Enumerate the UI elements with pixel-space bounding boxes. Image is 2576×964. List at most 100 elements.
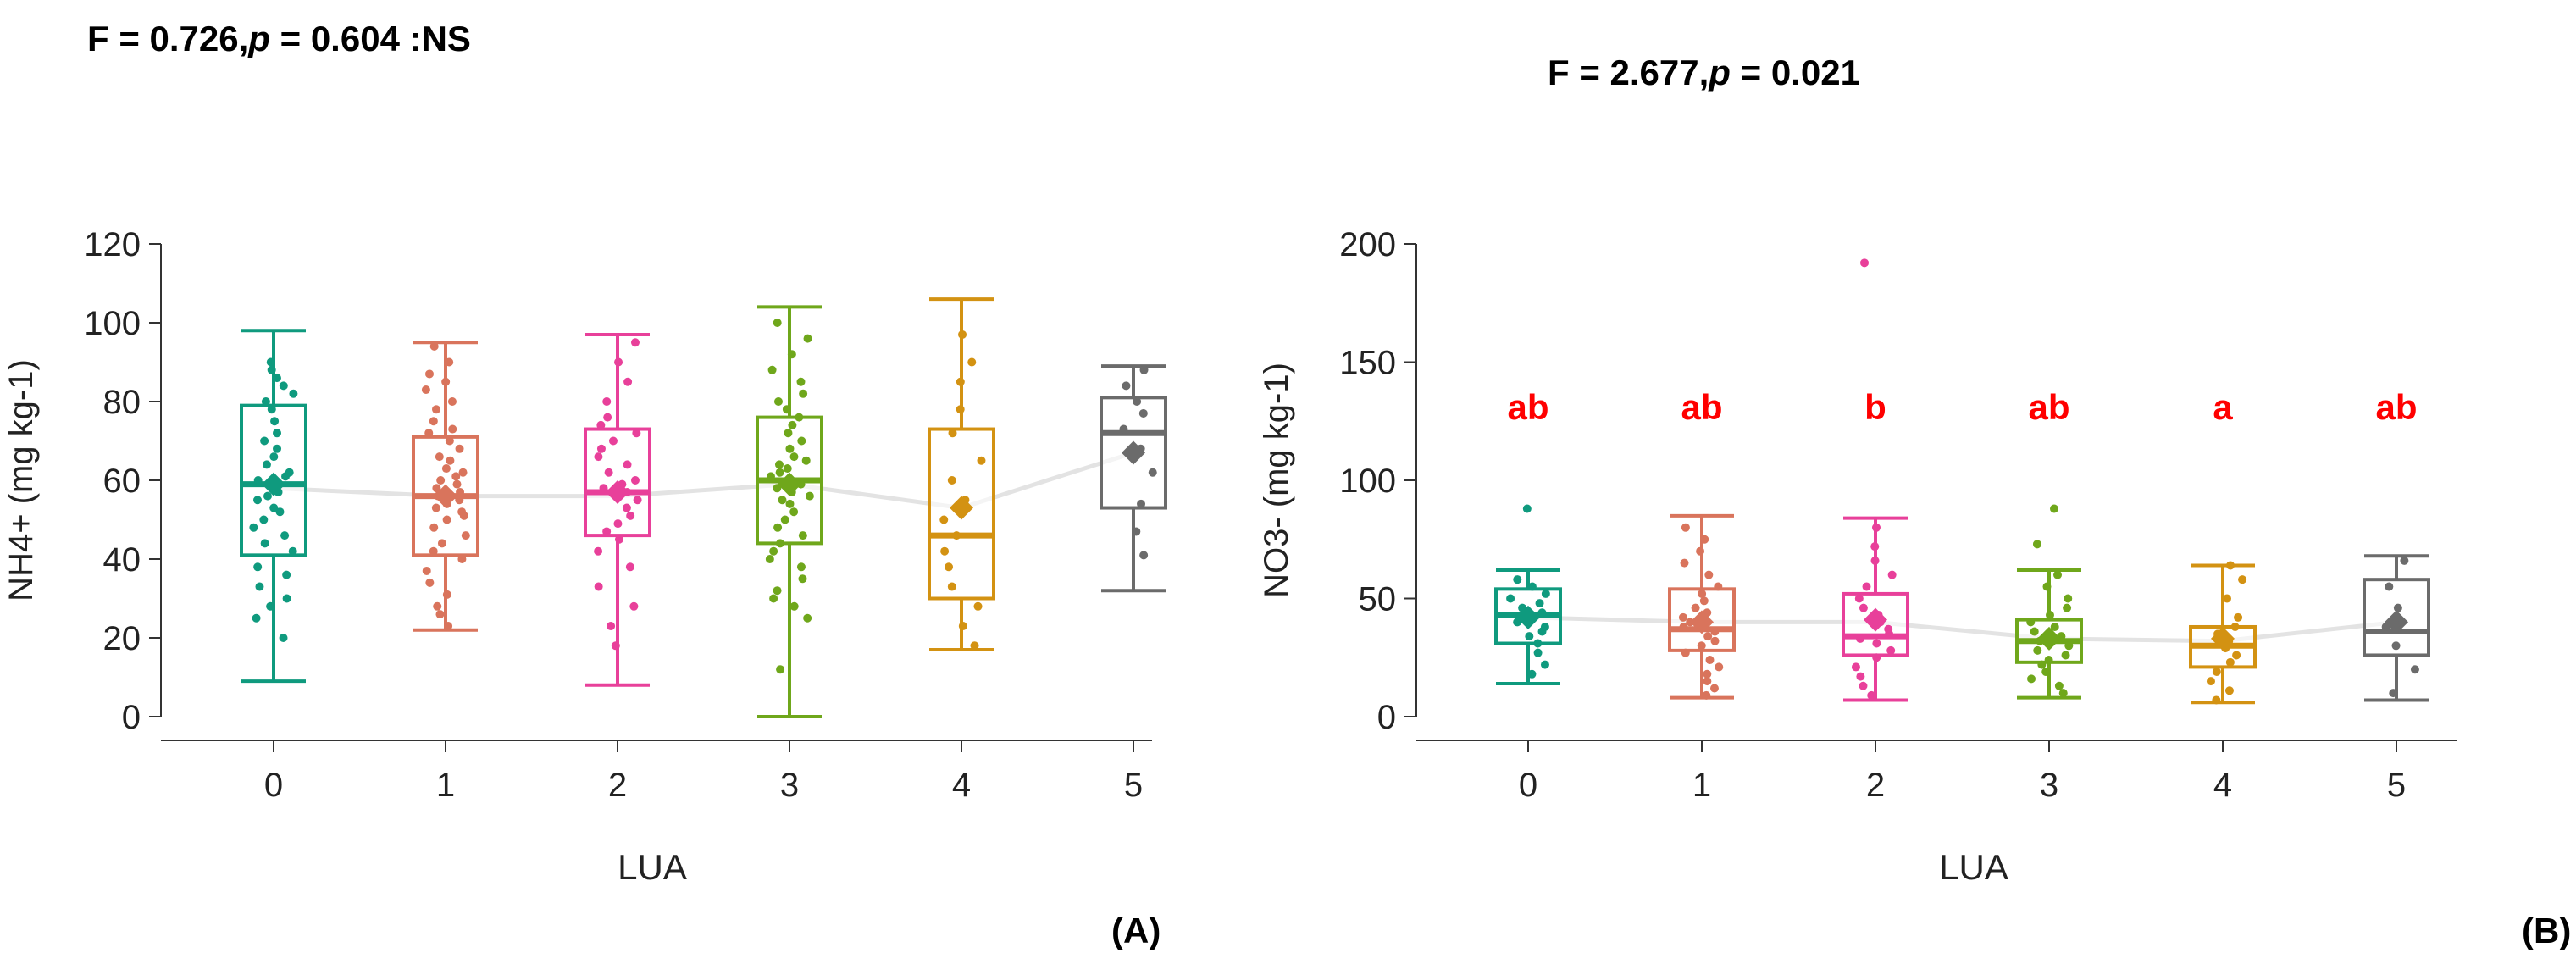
panel-a-data-point: [602, 527, 612, 536]
panel-b-data-point: [2054, 681, 2064, 690]
panel-b-x-tick-label: 5: [2387, 767, 2406, 804]
panel-b-mean-marker: [1516, 605, 1540, 629]
panel-a-mean-line: [273, 451, 1134, 511]
panel-a-mean-marker: [950, 496, 973, 520]
panel-a-data-point: [272, 374, 281, 383]
panel-a-data-point: [632, 429, 641, 438]
panel-a-data-point: [625, 562, 634, 572]
panel-a-data-point: [445, 436, 454, 446]
panel-a-data-point: [956, 377, 965, 386]
panel-b-y-tick-label: 150: [1339, 345, 1396, 382]
panel-a-data-point: [289, 389, 298, 398]
panel-a-data-point: [977, 456, 986, 465]
panel-b-data-point: [1862, 582, 1871, 591]
panel-b-data-point: [1703, 677, 1712, 686]
panel-a-data-point: [262, 460, 271, 469]
panel-a-x-tick-label: 3: [780, 767, 799, 804]
panel-a-data-point: [249, 523, 258, 532]
panel-a-box-group-5: [1100, 364, 1167, 593]
panel-b-data-point: [2026, 618, 2036, 627]
panel-a-y-tick-label: 20: [103, 620, 141, 657]
panel-b-data-point: [2053, 570, 2063, 579]
panel-b-data-point: [2050, 622, 2059, 631]
panel-a-data-point: [773, 397, 783, 406]
panel-a-data-point: [956, 405, 965, 414]
panel-b-data-point: [1691, 603, 1700, 612]
panel-a-data-point: [263, 491, 272, 501]
panel-a-data-point: [594, 546, 603, 556]
panel-b-data-point: [1697, 641, 1706, 651]
panel-b-data-point: [1535, 599, 1544, 608]
panel-a-data-point: [273, 429, 282, 438]
panel-b-box-group-3: [2015, 504, 2083, 700]
panel-a-data-point: [773, 523, 783, 532]
panel-a-x-tick-label: 1: [436, 767, 455, 804]
panel-a-box-group-4: [928, 297, 995, 651]
panel-a-data-point: [773, 586, 782, 596]
panel-a-data-point: [1148, 468, 1157, 477]
panel-b-mean-marker: [2211, 626, 2235, 651]
panel-a-data-point: [769, 594, 778, 603]
panel-b-data-point: [1703, 632, 1713, 641]
panel-a-data-point: [789, 452, 799, 462]
panel-b-data-point: [1710, 636, 1720, 645]
panel-b-y-tick-label: 200: [1339, 226, 1396, 263]
panel-a-data-point: [799, 389, 808, 398]
panel-b-data-point: [2030, 627, 2039, 636]
panel-a-data-point: [769, 546, 778, 556]
panel-b-data-point: [2389, 689, 2398, 698]
panel-a-data-point: [282, 594, 291, 603]
panel-a-data-point: [270, 417, 280, 426]
panel-a-data-point: [442, 515, 451, 524]
panel-b-box-group-4: [2189, 561, 2257, 705]
panel-b-data-point: [1540, 660, 1549, 669]
panel-b-data-point: [2063, 603, 2072, 612]
panel-a-data-point: [461, 531, 470, 540]
panel-b-data-point: [1859, 603, 1868, 612]
panel-a-data-point: [608, 436, 618, 446]
panel-a-data-point: [447, 397, 457, 406]
panel-a-data-point: [260, 436, 269, 446]
panel-a-data-point: [596, 444, 606, 453]
panel-a-data-point: [629, 601, 639, 611]
panel-a-data-point: [594, 452, 603, 462]
panel-a-data-point: [259, 515, 269, 524]
panel-b-data-point: [1871, 523, 1881, 532]
panel-a-data-point: [285, 468, 294, 477]
panel-b-significance-letter: ab: [2375, 387, 2417, 427]
panel-b-data-point: [1714, 582, 1723, 591]
panel-b-data-point: [1702, 690, 1711, 700]
panel-a-y-tick-label: 80: [103, 384, 141, 421]
panel-a-data-point: [269, 452, 279, 462]
panel-a-data-point: [253, 476, 263, 485]
panel-b-data-point: [2064, 641, 2074, 651]
panel-a-data-point: [596, 420, 606, 429]
panel-a-data-point: [288, 546, 297, 556]
panel-a-data-point: [441, 377, 451, 386]
panel-a-x-tick-label: 2: [608, 767, 627, 804]
panel-a-data-point: [602, 397, 612, 406]
panel-b-data-point: [2064, 594, 2073, 603]
panel-b-significance-letter: a: [2213, 387, 2233, 427]
panel-a-data-point: [803, 334, 812, 343]
panel-b-significance-letter: b: [1864, 387, 1886, 427]
panel-b-x-tick-label: 0: [1519, 767, 1537, 804]
panel-a-data-point: [282, 570, 291, 579]
panel-b-data-point: [2226, 561, 2235, 570]
panel-a-data-point: [604, 468, 613, 477]
panel-a-x-axis-label: LUA: [618, 847, 687, 887]
panel-b-data-point: [1851, 662, 1860, 672]
panel-a-data-point: [261, 397, 270, 406]
panel-b-data-point: [2238, 575, 2247, 584]
panel-a-data-point: [455, 496, 464, 505]
panel-a-data-point: [266, 601, 275, 611]
panel-b-data-point: [1527, 582, 1537, 591]
panel-a-box-group-2: [584, 332, 651, 687]
panel-b-data-point: [1525, 632, 1534, 641]
panel-a-data-point: [803, 613, 812, 623]
panel-a-data-point: [425, 578, 435, 587]
panel-a-stat-title: F = 0.726,p = 0.604 :NS: [87, 19, 471, 59]
panel-a-data-point: [798, 574, 807, 584]
panel-b-y-tick-label: 50: [1359, 581, 1397, 618]
